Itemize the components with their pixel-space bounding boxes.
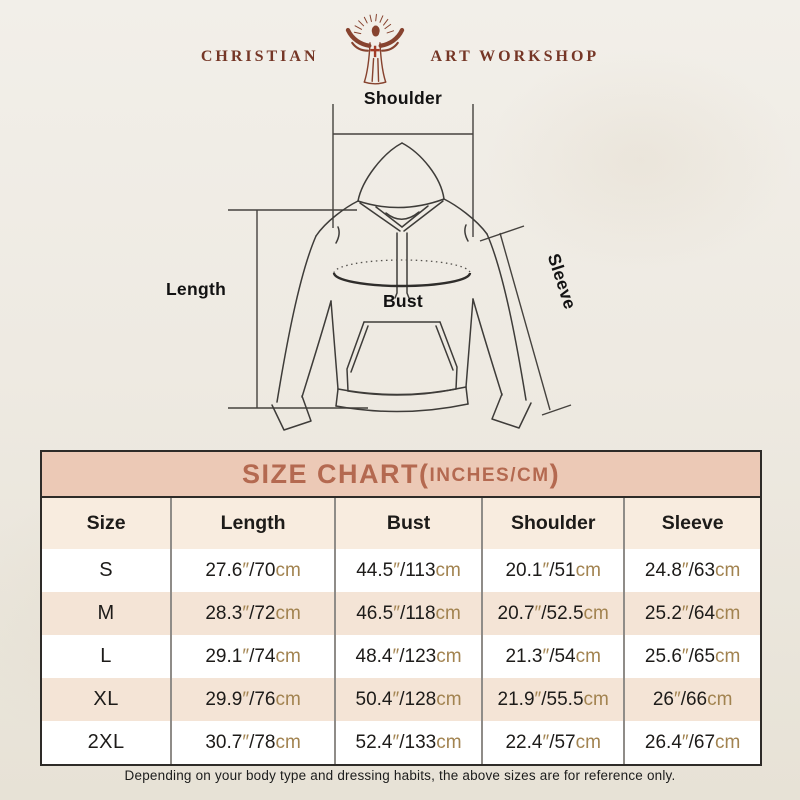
size-chart: SIZE CHART(INCHES/CM) Size Length Bust S… — [40, 450, 762, 766]
hoodie-line-art — [228, 104, 572, 431]
title-units: INCHES/CM — [429, 464, 550, 486]
measurement-cell: 52.4″/133cm — [333, 721, 483, 764]
size-table-header: Size Length Bust Shoulder Sleeve — [42, 498, 760, 549]
arms — [345, 27, 404, 48]
brand-name-left: CHRISTIAN — [200, 48, 319, 65]
size-cell: S — [42, 549, 172, 592]
table-row: XL 29.9″/76cm 50.4″/128cm 21.9″/55.5cm 26″/6… — [42, 678, 760, 721]
length-label: Length — [165, 279, 227, 299]
measurement-cell: 28.3″/72cm — [170, 592, 335, 635]
column-header-bust: Bust — [333, 498, 483, 549]
brand-logo: CHRISTIAN — [0, 13, 800, 86]
title-close: ) — [549, 458, 561, 489]
measurement-cell: 29.1″/74cm — [170, 635, 335, 678]
measurement-cell: 21.9″/55.5cm — [481, 678, 625, 721]
table-row: M 28.3″/72cm 46.5″/118cm 20.7″/52.5cm 25.2″/… — [42, 592, 760, 635]
bust-line — [332, 259, 472, 288]
size-cell: XL — [42, 678, 172, 721]
jesus-figure-icon — [345, 13, 404, 85]
measurement-cell: 44.5″/113cm — [333, 549, 483, 592]
size-table: Size Length Bust Shoulder Sleeve S 27.6″/… — [42, 498, 760, 764]
column-header-length: Length — [170, 498, 335, 549]
measurement-cell: 20.1″/51cm — [481, 549, 625, 592]
size-cell: L — [42, 635, 172, 678]
dimension-lines — [228, 104, 572, 416]
hoodie-outline — [271, 142, 532, 431]
robe — [363, 42, 386, 85]
measurement-cell: 29.9″/76cm — [170, 678, 335, 721]
measurement-cell: 26.4″/67cm — [623, 721, 760, 764]
measurement-cell: 25.2″/64cm — [623, 592, 760, 635]
measurement-cell: 26″/66cm — [623, 678, 760, 721]
measurement-cell: 46.5″/118cm — [333, 592, 483, 635]
column-header-size: Size — [42, 498, 172, 549]
measurement-cell: 27.6″/70cm — [170, 549, 335, 592]
size-cell: 2XL — [42, 721, 172, 764]
measurement-cell: 25.6″/65cm — [623, 635, 760, 678]
measurement-cell: 20.7″/52.5cm — [481, 592, 625, 635]
disclaimer-note: Depending on your body type and dressing… — [124, 768, 676, 783]
halo-rays — [353, 13, 394, 35]
hoodie-measurement-diagram: Shoulder Length Bust Sleeve — [150, 85, 650, 447]
title-main: SIZE CHART( — [241, 458, 430, 489]
brand-name-right: ART WORKSHOP — [430, 48, 600, 65]
column-header-shoulder: Shoulder — [481, 498, 625, 549]
measurement-cell: 24.8″/63cm — [623, 549, 760, 592]
size-cell: M — [42, 592, 172, 635]
measurement-cell: 48.4″/123cm — [333, 635, 483, 678]
measurement-cell: 21.3″/54cm — [481, 635, 625, 678]
column-header-sleeve: Sleeve — [623, 498, 760, 549]
cross-icon — [369, 45, 380, 58]
table-row: S 27.6″/70cm 44.5″/113cm 20.1″/51cm 24.8″/63… — [42, 549, 760, 592]
measurement-cell: 22.4″/57cm — [481, 721, 625, 764]
measurement-cell: 30.7″/78cm — [170, 721, 335, 764]
table-row: L 29.1″/74cm 48.4″/123cm 21.3″/54cm 25.6″/65… — [42, 635, 760, 678]
bust-label: Bust — [382, 291, 424, 311]
shoulder-label: Shoulder — [363, 88, 443, 108]
size-chart-title: SIZE CHART(INCHES/CM) — [42, 452, 760, 498]
head — [371, 25, 380, 37]
size-table-body: S 27.6″/70cm 44.5″/113cm 20.1″/51cm 24.8″/63… — [42, 549, 760, 764]
table-row: 2XL 30.7″/78cm 52.4″/133cm 22.4″/57cm 26.4″/… — [42, 721, 760, 764]
measurement-cell: 50.4″/128cm — [333, 678, 483, 721]
